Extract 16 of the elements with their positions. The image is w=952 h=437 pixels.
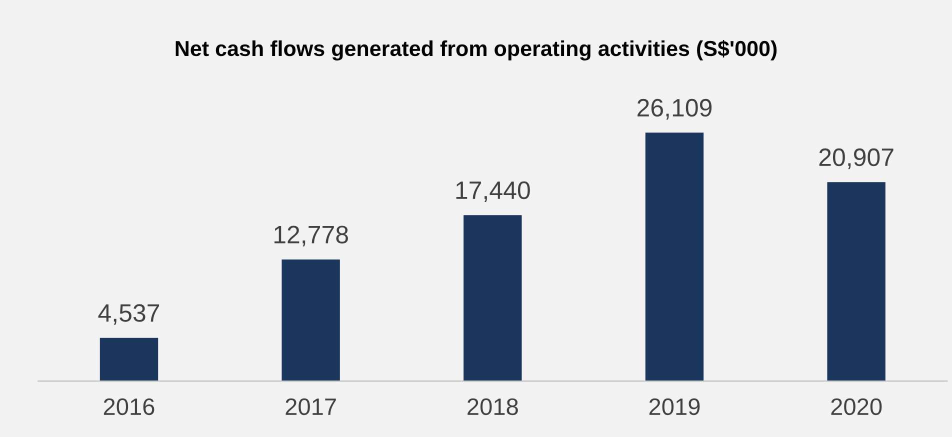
x-tick-label: 2016	[104, 398, 154, 416]
bar	[827, 182, 886, 382]
x-tick-label: 2018	[468, 398, 518, 416]
data-label: 12,778	[274, 226, 348, 246]
bar	[282, 260, 340, 382]
data-label: 20,907	[819, 148, 894, 170]
data-label: 26,109	[638, 98, 712, 120]
chart-title: Net cash flows generated from operating activities (S$'000)	[176, 40, 777, 61]
bar	[100, 338, 158, 382]
x-tick-label: 2020	[831, 398, 882, 416]
data-label: 4,537	[98, 304, 160, 325]
bar	[464, 215, 522, 382]
x-tick-label: 2019	[649, 398, 700, 416]
data-label: 17,440	[456, 181, 530, 202]
bar	[645, 132, 704, 382]
x-tick-label: 2017	[286, 398, 336, 416]
